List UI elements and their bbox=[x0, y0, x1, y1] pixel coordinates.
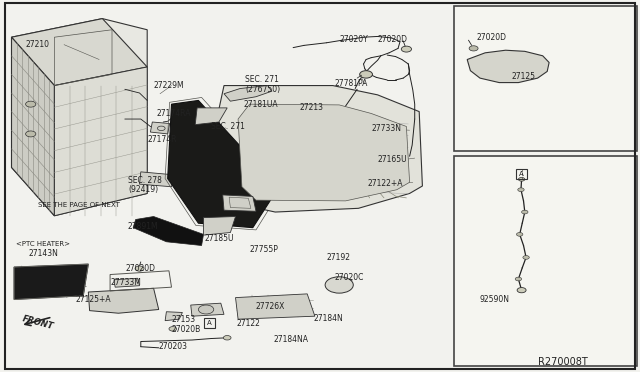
Circle shape bbox=[515, 277, 522, 281]
Circle shape bbox=[325, 277, 353, 293]
Polygon shape bbox=[12, 37, 54, 216]
Text: 27213: 27213 bbox=[300, 103, 324, 112]
Text: 27229M: 27229M bbox=[154, 81, 184, 90]
Bar bbox=[204, 318, 215, 328]
Circle shape bbox=[523, 256, 529, 259]
Text: 27153: 27153 bbox=[172, 315, 196, 324]
Polygon shape bbox=[165, 312, 182, 321]
Text: SEC. 278: SEC. 278 bbox=[128, 176, 162, 185]
Polygon shape bbox=[14, 264, 88, 299]
Circle shape bbox=[518, 177, 525, 181]
Polygon shape bbox=[12, 19, 147, 216]
Text: 27174RA: 27174RA bbox=[157, 109, 191, 118]
Text: 27891M: 27891M bbox=[128, 222, 159, 231]
Text: 27165U: 27165U bbox=[378, 155, 407, 164]
Text: (276750): (276750) bbox=[245, 85, 280, 94]
Polygon shape bbox=[238, 104, 410, 201]
Text: 27733M: 27733M bbox=[110, 278, 141, 287]
Polygon shape bbox=[133, 217, 204, 246]
Polygon shape bbox=[467, 50, 549, 83]
Polygon shape bbox=[224, 86, 272, 101]
Text: 27125+A: 27125+A bbox=[76, 295, 111, 304]
Circle shape bbox=[210, 223, 223, 231]
Text: 27733N: 27733N bbox=[371, 124, 401, 133]
Polygon shape bbox=[236, 294, 315, 319]
Text: 27020Y: 27020Y bbox=[339, 35, 368, 44]
Text: SEC. 271: SEC. 271 bbox=[245, 76, 279, 84]
Circle shape bbox=[469, 46, 478, 51]
Text: 27755P: 27755P bbox=[250, 245, 278, 254]
Circle shape bbox=[198, 305, 214, 314]
Text: 27122: 27122 bbox=[237, 319, 260, 328]
Text: 27174R: 27174R bbox=[147, 135, 177, 144]
Polygon shape bbox=[223, 195, 256, 211]
Text: FRONT: FRONT bbox=[22, 314, 55, 331]
Polygon shape bbox=[211, 86, 422, 212]
Polygon shape bbox=[140, 172, 174, 187]
Text: SEC. 271: SEC. 271 bbox=[211, 122, 245, 131]
Circle shape bbox=[135, 266, 144, 271]
Circle shape bbox=[518, 188, 524, 192]
Circle shape bbox=[517, 288, 526, 293]
Text: 27181UA: 27181UA bbox=[243, 100, 278, 109]
Polygon shape bbox=[191, 303, 224, 316]
Text: 27020C: 27020C bbox=[334, 273, 364, 282]
Text: 27020D: 27020D bbox=[477, 33, 507, 42]
Text: 27125: 27125 bbox=[512, 72, 536, 81]
Polygon shape bbox=[150, 122, 170, 134]
Polygon shape bbox=[54, 67, 147, 216]
Circle shape bbox=[26, 131, 36, 137]
Polygon shape bbox=[12, 19, 147, 86]
Text: SEE THE PAGE OF NEXT: SEE THE PAGE OF NEXT bbox=[38, 202, 120, 208]
Bar bbox=[454, 156, 637, 366]
Circle shape bbox=[516, 232, 523, 236]
Text: 27192: 27192 bbox=[326, 253, 351, 262]
Text: A: A bbox=[519, 171, 524, 177]
Circle shape bbox=[223, 336, 231, 340]
Ellipse shape bbox=[492, 58, 527, 72]
Text: 27143N: 27143N bbox=[29, 249, 59, 258]
Text: R270008T: R270008T bbox=[538, 357, 588, 366]
Polygon shape bbox=[114, 278, 140, 287]
Ellipse shape bbox=[500, 61, 518, 69]
Text: 27781PA: 27781PA bbox=[335, 79, 368, 88]
Text: <PTC HEATER>: <PTC HEATER> bbox=[16, 241, 70, 247]
Text: 27185U: 27185U bbox=[205, 234, 234, 243]
Text: 27020B: 27020B bbox=[172, 325, 201, 334]
Text: 27726X: 27726X bbox=[256, 302, 285, 311]
Text: 92590N: 92590N bbox=[480, 295, 510, 304]
Polygon shape bbox=[168, 100, 278, 228]
Circle shape bbox=[26, 101, 36, 107]
Circle shape bbox=[522, 210, 528, 214]
Text: (92419): (92419) bbox=[128, 185, 158, 194]
Text: 27210: 27210 bbox=[26, 40, 50, 49]
Text: 270203: 270203 bbox=[159, 342, 188, 351]
Circle shape bbox=[202, 112, 218, 121]
Text: 27184N: 27184N bbox=[314, 314, 343, 323]
Polygon shape bbox=[204, 217, 236, 235]
Circle shape bbox=[169, 327, 177, 331]
Circle shape bbox=[95, 299, 110, 308]
Polygon shape bbox=[195, 108, 227, 125]
Circle shape bbox=[134, 297, 147, 304]
Text: A: A bbox=[207, 320, 212, 326]
Text: 27020D: 27020D bbox=[378, 35, 408, 44]
Circle shape bbox=[360, 71, 372, 78]
Bar bbox=[516, 169, 527, 179]
Text: 27020D: 27020D bbox=[125, 264, 156, 273]
Circle shape bbox=[401, 46, 412, 52]
Bar bbox=[454, 6, 637, 151]
Polygon shape bbox=[88, 288, 159, 313]
Text: 27184NA: 27184NA bbox=[274, 335, 309, 344]
Text: 27122+A: 27122+A bbox=[368, 179, 403, 187]
